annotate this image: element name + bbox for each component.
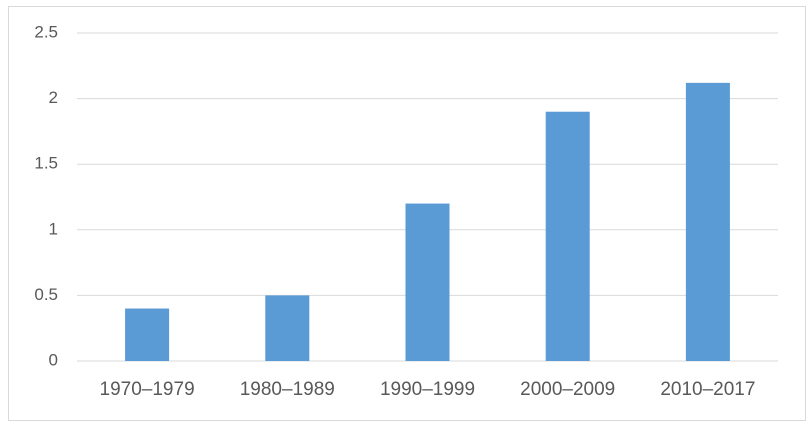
y-tick-label: 0 <box>49 350 58 369</box>
y-tick-label: 1.5 <box>34 154 58 173</box>
y-tick-label: 2.5 <box>34 22 58 41</box>
x-tick-label: 2000–2009 <box>520 379 615 400</box>
bar <box>545 111 590 361</box>
y-tick-label: 0.5 <box>34 285 58 304</box>
x-tick-label: 1970–1979 <box>100 379 195 400</box>
bar <box>265 295 310 361</box>
y-tick-label: 2 <box>49 88 58 107</box>
x-tick-label: 1980–1989 <box>240 379 335 400</box>
x-tick-label: 2010–2017 <box>660 379 755 400</box>
bar <box>125 308 170 361</box>
y-tick-label: 1 <box>49 219 58 238</box>
bar <box>685 82 730 361</box>
x-tick-label: 1990–1999 <box>380 379 475 400</box>
bar <box>405 203 450 361</box>
